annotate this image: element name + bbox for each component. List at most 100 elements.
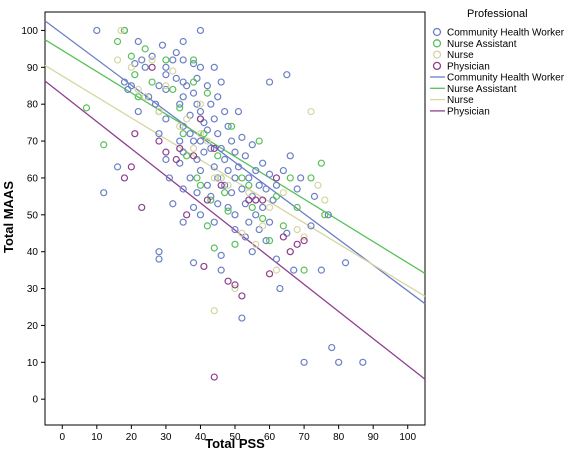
data-point: [193, 189, 201, 197]
data-point: [196, 211, 205, 219]
data-point: [207, 100, 215, 108]
data-point: [155, 107, 163, 116]
data-point: [210, 307, 218, 315]
data-point: [196, 130, 205, 138]
data-point: [217, 144, 225, 153]
data-point: [176, 122, 184, 130]
legend-marker: [432, 39, 442, 48]
data-point: [207, 196, 215, 204]
data-point: [234, 107, 243, 116]
x-axis-title: Total PSS: [205, 436, 265, 451]
data-point: [265, 170, 274, 178]
data-point: [172, 48, 180, 57]
data-point: [272, 174, 281, 182]
data-point: [162, 155, 170, 164]
x-axis: 0 10 20 30 40 50 60 70 80 90 100: [59, 425, 417, 443]
data-point: [272, 181, 281, 189]
data-point: [217, 181, 225, 189]
data-point: [221, 181, 229, 189]
data-point: [259, 196, 267, 204]
data-point: [189, 144, 198, 153]
data-point: [252, 211, 260, 219]
legend-label: Nurse Assistant: [447, 39, 517, 50]
data-point: [196, 26, 205, 35]
data-point: [231, 174, 239, 182]
data-point: [272, 192, 281, 200]
x-tick-label: 100: [399, 432, 416, 443]
data-point: [172, 74, 180, 82]
data-point: [300, 233, 308, 241]
data-point: [317, 266, 325, 274]
data-point: [120, 26, 129, 35]
data-point: [141, 45, 149, 53]
data-point: [210, 63, 218, 71]
data-point: [238, 133, 246, 141]
data-point: [238, 314, 246, 322]
data-point: [176, 100, 184, 108]
data-point: [179, 185, 187, 193]
data-point: [248, 248, 256, 256]
x-tick-label: 80: [333, 432, 345, 443]
y-tick-label: 50: [27, 210, 39, 221]
data-point: [186, 130, 194, 138]
y-tick-label: 40: [27, 247, 39, 258]
data-point: [200, 130, 208, 138]
data-point: [203, 137, 211, 145]
data-point: [217, 78, 225, 86]
data-point: [162, 56, 170, 64]
data-point: [189, 78, 198, 86]
data-point: [265, 237, 274, 245]
data-point: [186, 174, 194, 182]
data-point: [245, 218, 253, 226]
data-point: [283, 71, 291, 79]
data-point: [328, 343, 336, 352]
x-tick-label: 40: [195, 432, 207, 443]
data-point: [279, 189, 287, 197]
data-point: [227, 122, 236, 130]
data-point: [224, 277, 232, 285]
data-point: [169, 67, 177, 75]
data-point: [162, 115, 170, 123]
data-point: [148, 52, 156, 60]
data-point: [221, 189, 229, 197]
data-point: [314, 181, 322, 189]
data-point: [234, 163, 243, 171]
data-point: [241, 152, 249, 160]
data-point: [127, 82, 135, 90]
data-point: [290, 266, 298, 274]
data-point: [179, 130, 187, 138]
data-point: [286, 152, 294, 160]
data-point: [248, 141, 256, 149]
data-point: [259, 159, 267, 167]
data-point: [341, 259, 350, 267]
fit-line: [44, 80, 426, 380]
data-point: [324, 211, 332, 219]
data-point: [221, 155, 229, 164]
data-point: [231, 211, 239, 219]
data-point: [93, 26, 101, 35]
data-point: [162, 63, 170, 71]
data-point: [231, 281, 239, 289]
data-point: [293, 240, 301, 248]
y-axis: 0 10 20 30 40 50 60 70 80 90 100: [21, 26, 45, 406]
legend-marker: [432, 50, 442, 59]
data-point: [196, 166, 205, 175]
data-point: [176, 104, 184, 112]
data-point: [141, 93, 149, 101]
x-tick-label: 50: [229, 432, 241, 443]
data-point: [183, 82, 191, 90]
data-point: [169, 56, 177, 64]
data-point: [155, 248, 163, 256]
data-point: [286, 248, 294, 256]
data-point: [252, 240, 260, 248]
data-point: [265, 78, 274, 86]
data-point: [117, 26, 125, 35]
x-tick-label: 70: [299, 432, 311, 443]
data-point: [189, 89, 198, 97]
data-point: [210, 115, 218, 123]
data-point: [210, 218, 218, 226]
data-point: [238, 174, 246, 182]
data-point: [203, 181, 211, 189]
data-point: [214, 174, 222, 182]
x-tick-label: 20: [126, 432, 138, 443]
